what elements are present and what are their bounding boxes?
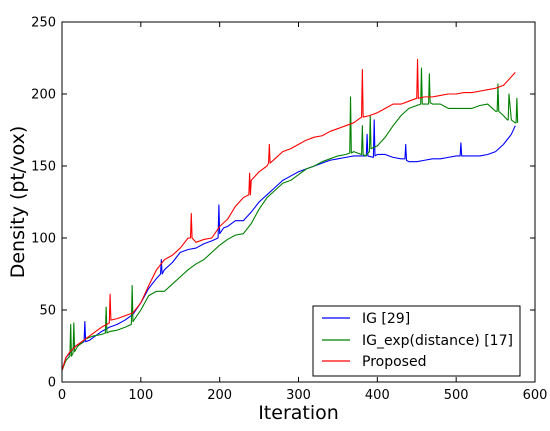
series-line-ig (61, 119, 516, 371)
x-tick-label: 500 (444, 388, 469, 403)
legend-label-ig: IG [29] (362, 311, 410, 327)
legend: IG [29] IG_exp(distance) [17] Proposed (312, 305, 521, 377)
y-tick-label: 50 (39, 304, 56, 319)
series-layer (61, 58, 519, 371)
x-tick-label: 600 (523, 388, 548, 403)
x-tick-label: 100 (128, 388, 153, 403)
y-tick-label: 150 (31, 160, 56, 175)
y-axis-title: Density (pt/vox) (7, 126, 29, 279)
x-tick-label: 0 (58, 388, 66, 403)
ticks-layer: 0 100 200 300 400 500 600 0 50 100 150 200 250 (31, 16, 547, 404)
series-line-proposed (61, 58, 516, 371)
x-tick-label: 300 (286, 388, 311, 403)
legend-label-ig-exp: IG_exp(distance) [17] (362, 333, 513, 349)
y-tick-label: 200 (31, 88, 56, 103)
x-tick-label: 400 (365, 388, 390, 403)
y-tick-label: 250 (31, 16, 56, 31)
y-tick-label: 100 (31, 232, 56, 247)
x-axis-title: Iteration (258, 402, 339, 424)
x-tick-label: 200 (207, 388, 232, 403)
legend-label-proposed: Proposed (362, 354, 426, 370)
y-tick-label: 0 (48, 376, 56, 391)
